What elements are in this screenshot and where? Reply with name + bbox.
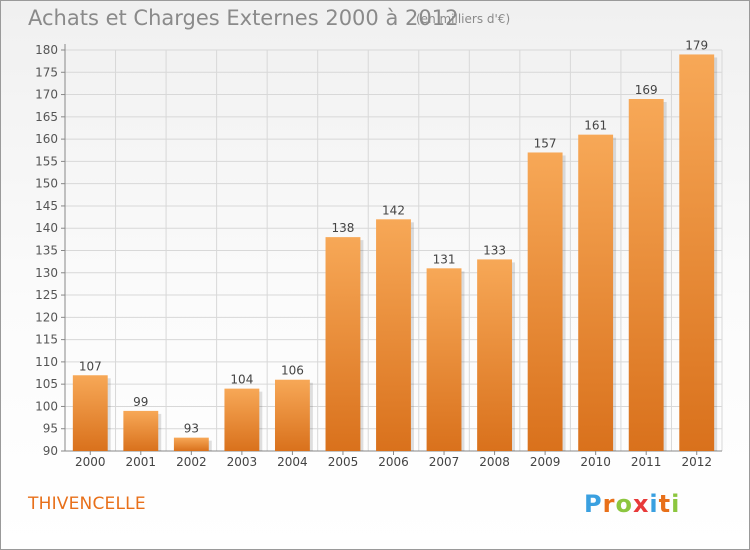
bar-value-label: 93: [184, 422, 199, 436]
y-tick-label: 175: [35, 65, 58, 79]
x-tick-label: 2003: [227, 455, 258, 469]
bar-value-label: 107: [79, 359, 102, 373]
bar-value-label: 138: [332, 221, 355, 235]
y-tick-label: 135: [35, 244, 58, 258]
bar-value-label: 104: [230, 373, 253, 387]
y-tick-label: 120: [35, 310, 58, 324]
logo-letter: x: [632, 490, 650, 518]
x-tick-label: 2012: [681, 455, 712, 469]
logo-letter: o: [615, 490, 633, 518]
y-tick-label: 150: [35, 177, 58, 191]
bar: [527, 152, 563, 451]
y-tick-label: 100: [35, 399, 58, 413]
value-labels: 107 99 93 104 106 138 142 131 133 157 161 169 179: [79, 38, 708, 435]
x-tick-label: 2008: [479, 455, 510, 469]
y-tick-label: 110: [35, 355, 58, 369]
logo-letter: t: [658, 490, 672, 518]
x-tick-label: 2004: [277, 455, 308, 469]
y-tick-label: 115: [35, 333, 58, 347]
bar: [578, 134, 614, 451]
bar-value-label: 179: [685, 38, 708, 52]
bar: [274, 379, 310, 451]
logo-letter: i: [671, 490, 681, 518]
bars: [72, 54, 718, 451]
y-tick-label: 170: [35, 88, 58, 102]
x-tick-label: 2010: [580, 455, 611, 469]
y-tick-label: 125: [35, 288, 58, 302]
bar: [173, 437, 209, 451]
y-tick-label: 140: [35, 221, 58, 235]
bar-value-label: 169: [635, 83, 658, 97]
x-tick-label: 2005: [328, 455, 359, 469]
chart-subtitle: (en milliers d'€): [416, 12, 511, 26]
bar: [628, 99, 664, 451]
y-tick-label: 90: [43, 444, 58, 458]
location-name: THIVENCELLE: [28, 494, 146, 514]
y-tick-label: 130: [35, 266, 58, 280]
logo-letter: i: [649, 490, 659, 518]
y-tick-label: 145: [35, 199, 58, 213]
chart-title: Achats et Charges Externes 2000 à 2012: [28, 6, 459, 30]
proxiti-logo[interactable]: Proxiti: [584, 490, 680, 518]
x-tick-label: 2009: [530, 455, 561, 469]
bar-value-label: 157: [534, 136, 557, 150]
x-tick-label: 2002: [176, 455, 207, 469]
y-tick-label: 155: [35, 154, 58, 168]
x-tick-label: 2006: [378, 455, 409, 469]
bar: [123, 410, 159, 451]
x-tick-label: 2000: [75, 455, 106, 469]
y-tick-label: 105: [35, 377, 58, 391]
bar: [426, 268, 462, 451]
y-tick-label: 180: [35, 43, 58, 57]
x-tick-label: 2011: [631, 455, 662, 469]
bar: [376, 219, 411, 451]
y-tick-label: 95: [43, 422, 58, 436]
logo-letter: P: [584, 490, 603, 518]
bar: [477, 259, 513, 451]
bar-value-label: 131: [433, 252, 456, 266]
logo-letter: r: [602, 490, 616, 518]
bar-value-label: 133: [483, 243, 506, 257]
bar: [325, 237, 361, 451]
x-tick-label: 2007: [429, 455, 460, 469]
x-tick-label: 2001: [126, 455, 157, 469]
y-tick-label: 160: [35, 132, 58, 146]
bar-value-label: 161: [584, 119, 607, 133]
bar: [224, 388, 260, 451]
tick-labels: 90 95 100 105 110 115 120 125 130 135 140 145 150 155…: [35, 43, 712, 469]
bar: [679, 54, 715, 451]
bar-value-label: 142: [382, 203, 405, 217]
bar-value-label: 99: [133, 395, 148, 409]
bar: [72, 375, 108, 451]
bar-value-label: 106: [281, 364, 304, 378]
y-tick-label: 165: [35, 110, 58, 124]
